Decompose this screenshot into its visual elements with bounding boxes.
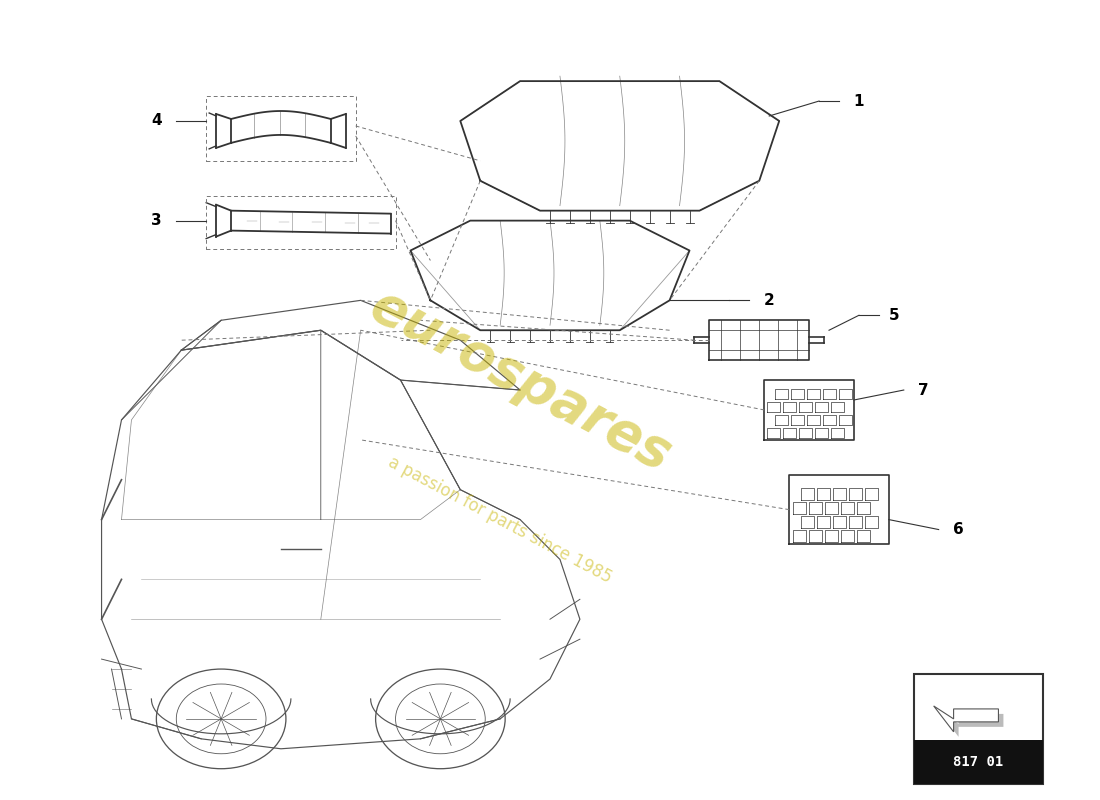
Polygon shape [934,706,999,732]
Text: 2: 2 [763,293,774,308]
Text: 3: 3 [151,213,162,228]
Polygon shape [938,711,1003,737]
Text: 1: 1 [854,94,865,109]
Text: a passion for parts since 1985: a passion for parts since 1985 [385,453,615,586]
Text: 4: 4 [151,114,162,129]
FancyBboxPatch shape [914,674,1043,784]
Text: 6: 6 [954,522,964,537]
Text: 7: 7 [918,382,930,398]
Text: 5: 5 [889,308,899,322]
Text: eurospares: eurospares [361,279,680,482]
Bar [914,740,1043,784]
Text: 817 01: 817 01 [954,754,1003,769]
